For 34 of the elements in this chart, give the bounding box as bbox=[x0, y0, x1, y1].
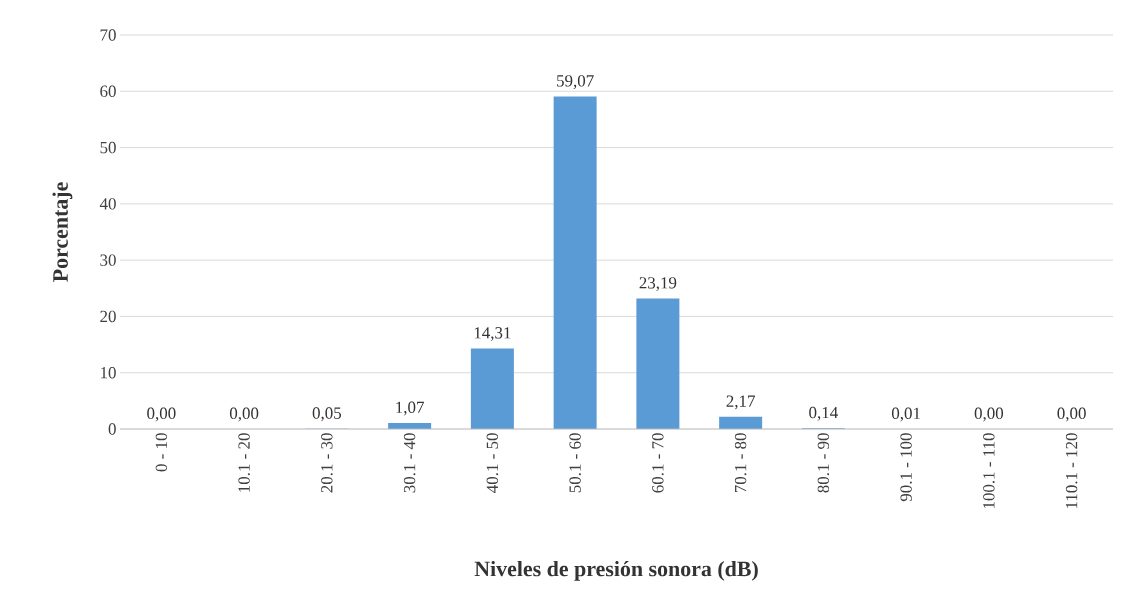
y-tick-label: 0 bbox=[108, 423, 116, 435]
x-tick-label: 20.1 - 30 bbox=[321, 433, 333, 493]
data-label: 0,14 bbox=[809, 406, 838, 421]
data-label: 0,00 bbox=[147, 407, 176, 422]
x-tick-label: 60.1 - 70 bbox=[652, 433, 664, 493]
x-tick-label: 90.1 - 100 bbox=[900, 433, 912, 502]
y-tick-label: 70 bbox=[100, 29, 116, 41]
x-tick-label: 30.1 - 40 bbox=[403, 433, 416, 493]
x-tick-label: 80.1 - 90 bbox=[817, 433, 830, 493]
data-label: 0,00 bbox=[229, 407, 259, 422]
y-tick-label: 20 bbox=[100, 310, 116, 323]
x-tick-label: 50.1 - 60 bbox=[569, 433, 581, 493]
data-label: 1,07 bbox=[396, 401, 424, 416]
x-axis-title: Niveles de presión sonora (dB) bbox=[474, 560, 758, 581]
data-label: 23,19 bbox=[639, 277, 677, 291]
y-tick-label: 10 bbox=[101, 367, 116, 379]
data-label: 14,31 bbox=[474, 327, 511, 341]
x-tick-label: 40.1 - 50 bbox=[486, 433, 499, 493]
data-label: 0,00 bbox=[974, 407, 1004, 422]
y-tick-label: 30 bbox=[100, 254, 116, 266]
y-tick-label: 40 bbox=[99, 198, 116, 210]
data-label: 59,07 bbox=[557, 75, 594, 90]
x-tick-label: 100.1 - 110 bbox=[983, 433, 995, 509]
x-tick-label: 70.1 - 80 bbox=[734, 433, 747, 493]
y-tick-label: 50 bbox=[100, 141, 116, 154]
data-label: 0,05 bbox=[312, 407, 342, 422]
y-tick-label: 60 bbox=[100, 85, 116, 98]
data-label: 2,17 bbox=[726, 395, 755, 410]
x-tick-label: 0 - 10 bbox=[155, 433, 168, 472]
data-label: 0,01 bbox=[891, 407, 920, 422]
y-axis-title: Porcentaje bbox=[52, 182, 73, 282]
x-tick-label: 10.1 - 20 bbox=[238, 433, 250, 492]
data-label: 0,00 bbox=[1057, 407, 1086, 422]
x-tick-label: 110.1 - 120 bbox=[1065, 433, 1078, 509]
